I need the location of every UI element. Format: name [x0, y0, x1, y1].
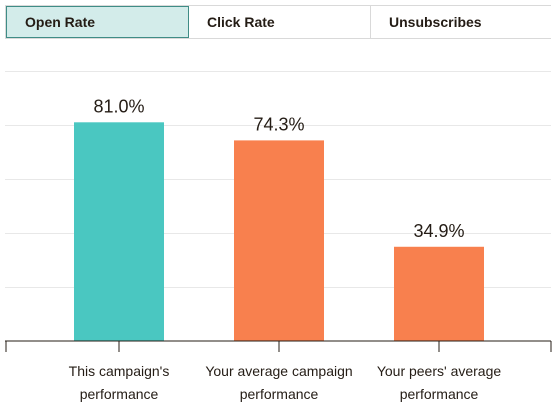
tab-unsubscribes[interactable]: Unsubscribes [371, 6, 552, 38]
value-labels: 81.0% 74.3% 34.9% [93, 96, 464, 240]
category-label: Your average campaign [205, 363, 352, 379]
bar [394, 246, 484, 341]
category-label: performance [400, 386, 479, 402]
value-label: 81.0% [93, 96, 144, 116]
x-ticks [5, 341, 552, 352]
tab-open-rate[interactable]: Open Rate [6, 6, 189, 38]
bars [74, 122, 484, 341]
tab-open-rate-label: Open Rate [25, 14, 96, 30]
category-label: performance [240, 386, 319, 402]
bar [74, 122, 164, 341]
value-label: 74.3% [253, 114, 304, 134]
category-label: This campaign's [69, 363, 170, 379]
tab-unsubscribes-label: Unsubscribes [389, 14, 482, 30]
tab-click-rate-label: Click Rate [207, 14, 275, 30]
category-label: performance [80, 386, 159, 402]
tab-click-rate[interactable]: Click Rate [189, 6, 371, 38]
bar [234, 140, 324, 341]
metric-tabs: Open Rate Click Rate Unsubscribes [5, 5, 552, 39]
category-label: Your peers' average [377, 363, 502, 379]
value-label: 34.9% [413, 221, 464, 241]
category-labels: This campaign's performance Your average c… [69, 363, 502, 402]
